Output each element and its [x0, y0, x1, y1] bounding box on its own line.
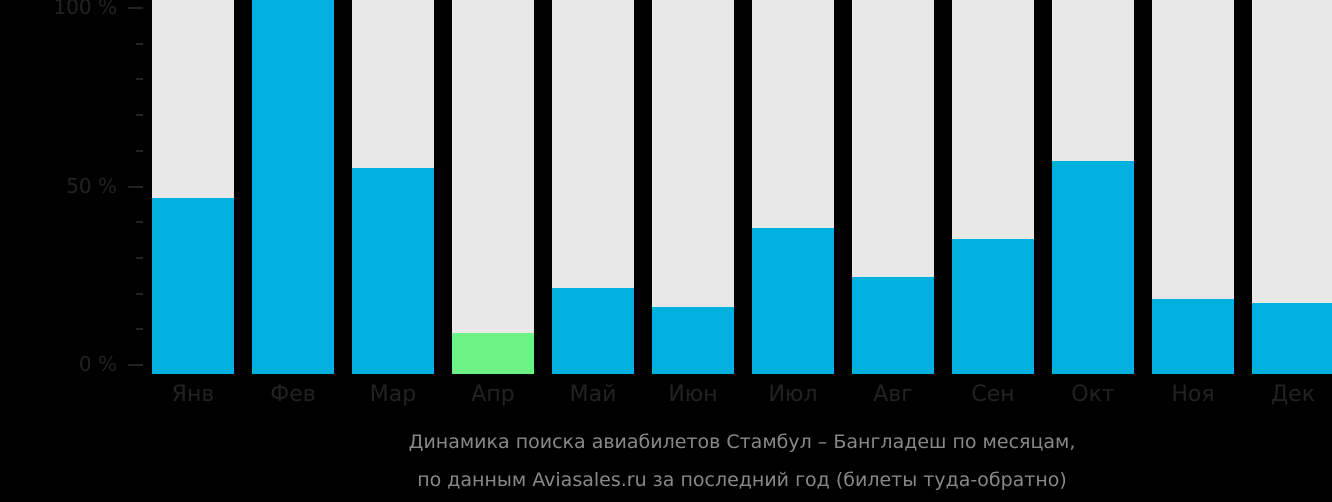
bar-fill: [452, 332, 534, 374]
bar-1: [152, 0, 234, 374]
y-minor-tick: [136, 42, 143, 45]
caption-line-2: по данным Aviasales.ru за последний год …: [417, 469, 1067, 491]
y-minor-tick: [136, 256, 143, 259]
x-tick-label: Июл: [768, 382, 818, 407]
bar-fill: [852, 276, 934, 374]
bar-fill: [1252, 302, 1332, 374]
bar-6: [652, 0, 734, 374]
x-tick-label: Авг: [873, 382, 913, 407]
caption-line-1: Динамика поиска авиабилетов Стамбул – Ба…: [408, 431, 1076, 453]
bar-2: [252, 0, 334, 374]
bar-fill: [552, 287, 634, 374]
y-major-tick: [128, 7, 143, 9]
bar-fill: [352, 168, 434, 374]
x-tick-label: Сен: [971, 382, 1015, 407]
bar-fill: [152, 198, 234, 374]
bar-7: [752, 0, 834, 374]
bar-10: [1052, 0, 1134, 374]
y-tick-label: 0 %: [78, 352, 117, 376]
x-tick-label: Окт: [1071, 382, 1115, 407]
y-minor-tick: [136, 292, 143, 295]
y-minor-tick: [136, 221, 143, 224]
y-tick-label: 50 %: [66, 173, 117, 198]
bar-fill: [752, 228, 834, 374]
x-tick-label: Мар: [369, 382, 417, 407]
y-minor-tick: [136, 149, 143, 152]
y-tick-label: 100 %: [53, 0, 117, 19]
y-major-tick: [128, 364, 143, 366]
y-minor-tick: [136, 328, 143, 331]
bar-fill: [952, 239, 1034, 374]
x-tick-label: Дек: [1270, 382, 1315, 407]
x-tick-label: Июн: [668, 382, 718, 407]
bar-8: [852, 0, 934, 374]
x-tick-label: Ноя: [1171, 382, 1215, 407]
bar-9: [952, 0, 1034, 374]
bar-fill: [1052, 160, 1134, 374]
y-minor-tick: [136, 114, 143, 117]
bar-4: [452, 0, 534, 374]
x-tick-label: Янв: [171, 382, 215, 407]
x-tick-label: Май: [569, 382, 617, 407]
y-major-tick: [128, 185, 143, 188]
bar-fill: [1152, 299, 1234, 374]
bar-fill: [252, 0, 334, 374]
bar-5: [552, 0, 634, 374]
bar-11: [1152, 0, 1234, 374]
x-tick-label: Апр: [471, 382, 515, 407]
bar-3: [352, 0, 434, 374]
bar-fill: [652, 306, 734, 374]
y-minor-tick: [136, 78, 143, 81]
x-tick-label: Фев: [270, 382, 316, 407]
bar-12: [1252, 0, 1332, 374]
